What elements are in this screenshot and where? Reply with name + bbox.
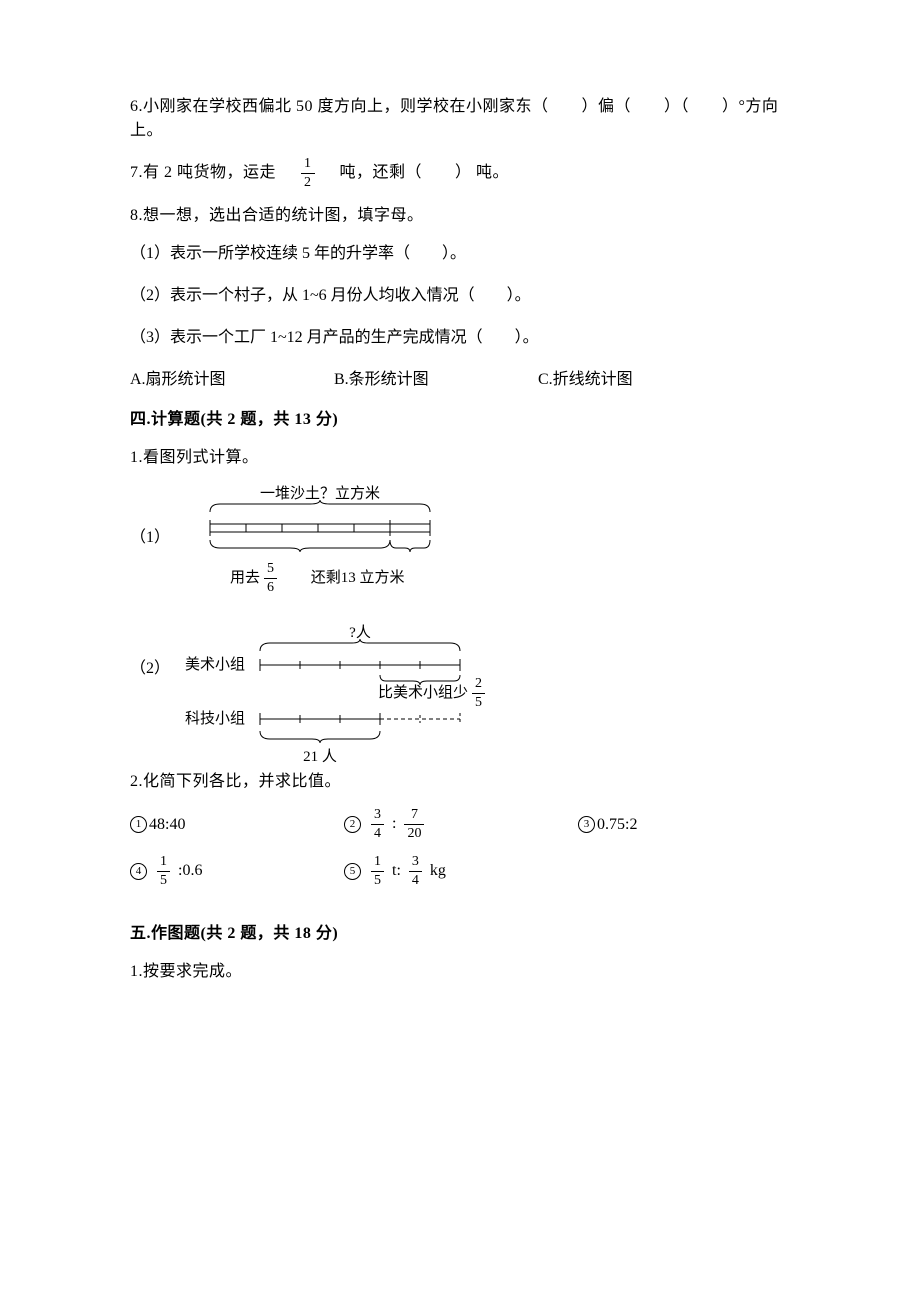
r5b-den: 4	[409, 872, 422, 888]
r5b-num: 3	[409, 855, 422, 872]
sec5-q1: 1.按要求完成。	[130, 960, 790, 984]
r2a-num: 3	[371, 808, 384, 825]
q7-fraction: 1 2	[301, 157, 315, 190]
circ-2: 2	[344, 816, 361, 833]
fig2-top: ?人	[349, 624, 371, 641]
q8-stem: 8.想一想，选出合适的统计图，填字母。	[130, 204, 790, 228]
ratio-3-text: 0.75:2	[597, 816, 637, 833]
circ-3: 3	[578, 816, 595, 833]
fig2-bottom: 21 人	[303, 748, 337, 765]
r5-post: kg	[426, 862, 446, 879]
ratio-1-text: 48:40	[149, 816, 185, 833]
fig2-mid-label: 比美术小组少25	[378, 677, 790, 710]
r4-den: 5	[157, 872, 170, 888]
r2-frac-b: 720	[404, 808, 424, 841]
ratio-3: 30.75:2	[578, 813, 637, 837]
q8-s1: （1）表示一所学校连续 5 年的升学率（ ）。	[130, 242, 790, 266]
q8-s3: （3）表示一个工厂 1~12 月产品的生产完成情况（ ）。	[130, 326, 790, 350]
q8-optB: B.条形统计图	[334, 368, 534, 392]
fig1-br-brace	[390, 540, 430, 552]
fig2-mid-frac: 25	[472, 677, 485, 710]
circ-4: 4	[130, 863, 147, 880]
fig2-row1-bar	[260, 659, 460, 671]
fig1-right-label: 还剩13 立方米	[311, 570, 405, 586]
r2b-num: 7	[404, 808, 424, 825]
r5-mid: t:	[388, 862, 405, 879]
fig2-mid-pre: 比美术小组少	[378, 685, 468, 701]
q7-frac-num: 1	[301, 157, 315, 174]
q7-frac-den: 2	[301, 174, 315, 190]
q8-optA: A.扇形统计图	[130, 368, 330, 392]
sec4-q2-stem: 2.化简下列各比，并求比值。	[130, 770, 790, 794]
fig1-ticks	[210, 520, 430, 536]
q7-pre: 7.有 2 吨货物，运走	[130, 164, 293, 181]
ratio-1: 148:40	[130, 813, 340, 837]
r2-sep: :	[388, 815, 400, 832]
document-page: 6.小刚家在学校西偏北 50 度方向上，则学校在小刚家东（ ）偏（ ）（ ）°方…	[0, 0, 920, 1302]
fig1-prefix: （1）	[130, 528, 170, 546]
fig1-lf-num: 5	[264, 562, 277, 579]
r2b-den: 20	[404, 825, 424, 841]
fig2-mf-den: 5	[472, 694, 485, 710]
fig1-left-frac: 56	[264, 562, 277, 595]
r2-frac-a: 34	[371, 808, 384, 841]
r4-frac: 15	[157, 855, 170, 888]
r2a-den: 4	[371, 825, 384, 841]
q8-options: A.扇形统计图 B.条形统计图 C.折线统计图	[130, 368, 790, 392]
fig1-bl-brace	[210, 540, 390, 552]
r4-post: :0.6	[174, 862, 202, 879]
q7-post: 吨，还剩（ ） 吨。	[323, 164, 509, 181]
q8-s2: （2）表示一个村子，从 1~6 月份人均收入情况（ ）。	[130, 284, 790, 308]
r5a-den: 5	[371, 872, 384, 888]
fig1-left-pre: 用去	[230, 570, 260, 586]
ratio-row-2: 4 15 :0.6 5 15 t: 34 kg	[130, 855, 790, 888]
fig1-bottom-labels: 用去56 还剩13 立方米	[230, 562, 790, 595]
fig2-row1-label: 美术小组	[185, 656, 245, 673]
fig2-prefix: （2）	[130, 659, 170, 677]
fig2-mf-num: 2	[472, 677, 485, 694]
circ-1: 1	[130, 816, 147, 833]
fig2-top-brace	[260, 639, 460, 651]
figure-2: （2） ?人 美术小组 科技小组	[130, 623, 790, 710]
q7: 7.有 2 吨货物，运走 1 2 吨，还剩（ ） 吨。	[130, 157, 790, 190]
sec4-title: 四.计算题(共 2 题，共 13 分)	[130, 408, 790, 432]
ratio-2: 2 34 : 720	[344, 808, 574, 841]
r4-num: 1	[157, 855, 170, 872]
figure-1: 一堆沙土？立方米 （1） 用去56 还剩13 立方米	[130, 484, 790, 595]
fig2-row2-label: 科技小组	[185, 710, 245, 727]
fig1-lf-den: 6	[264, 579, 277, 595]
fig2-row2-bar	[260, 713, 460, 725]
circ-5: 5	[344, 863, 361, 880]
r5-frac-a: 15	[371, 855, 384, 888]
sec5-title: 五.作图题(共 2 题，共 18 分)	[130, 922, 790, 946]
r5-frac-b: 34	[409, 855, 422, 888]
q8-optC: C.折线统计图	[538, 368, 633, 392]
fig1-top-label: 一堆沙土？立方米	[260, 485, 380, 502]
r5a-num: 1	[371, 855, 384, 872]
q6: 6.小刚家在学校西偏北 50 度方向上，则学校在小刚家东（ ）偏（ ）（ ）°方…	[130, 95, 790, 143]
fig2-bot-brace	[260, 731, 380, 743]
ratio-4: 4 15 :0.6	[130, 855, 340, 888]
ratio-row-1: 148:40 2 34 : 720 30.75:2	[130, 808, 790, 841]
sec4-q1: 1.看图列式计算。	[130, 446, 790, 470]
ratio-5: 5 15 t: 34 kg	[344, 855, 574, 888]
